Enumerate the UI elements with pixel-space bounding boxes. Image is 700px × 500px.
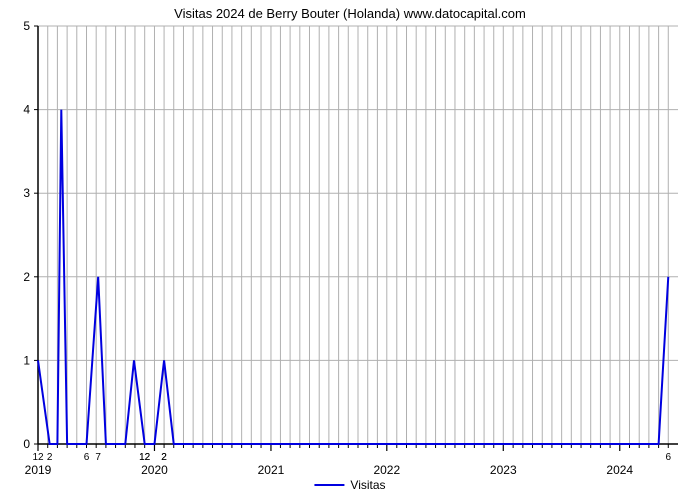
svg-text:2021: 2021 [258, 463, 285, 477]
svg-text:0: 0 [23, 437, 30, 451]
svg-text:7: 7 [95, 452, 101, 463]
svg-text:2: 2 [161, 452, 167, 463]
svg-text:6: 6 [84, 452, 90, 463]
svg-text:12: 12 [32, 452, 44, 463]
legend-label: Visitas [350, 478, 385, 492]
svg-text:4: 4 [23, 103, 30, 117]
svg-text:2: 2 [47, 452, 53, 463]
svg-text:3: 3 [23, 186, 30, 200]
svg-text:12: 12 [139, 452, 151, 463]
svg-text:2019: 2019 [25, 463, 52, 477]
svg-text:1: 1 [23, 353, 30, 367]
svg-text:5: 5 [23, 19, 30, 33]
legend-swatch [314, 484, 344, 486]
svg-text:2020: 2020 [141, 463, 168, 477]
svg-text:2024: 2024 [606, 463, 633, 477]
svg-text:2022: 2022 [373, 463, 400, 477]
svg-text:2023: 2023 [490, 463, 517, 477]
svg-text:2: 2 [23, 270, 30, 284]
legend: Visitas [314, 478, 385, 492]
line-chart: 0123451226712212262019202020212022202320… [0, 0, 700, 500]
chart-container: Visitas 2024 de Berry Bouter (Holanda) w… [0, 0, 700, 500]
svg-text:6: 6 [665, 452, 671, 463]
